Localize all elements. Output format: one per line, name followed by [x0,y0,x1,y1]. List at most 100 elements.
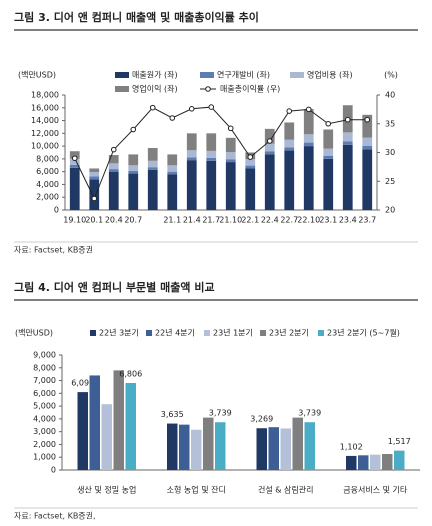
bar-segment [206,150,217,158]
bar [292,417,303,470]
legend-swatch [115,72,129,78]
line-marker [286,108,293,114]
legend-label: 23년 2분기 (5~7월) [327,328,400,338]
bar-segment [342,141,353,145]
bar-segment [245,168,256,210]
y-axis-unit: (백만USD) [18,70,56,80]
bar-segment [342,144,353,210]
legend-swatch [115,86,129,92]
bar-segment [147,148,158,161]
figure-title: 그림 4. 디어 앤 컴퍼니 부문별 매출액 비교 [14,280,215,294]
legend-label: 매출총이익률 (우) [220,84,280,94]
bar-segment [89,179,100,210]
line-marker [208,104,215,110]
x-tick-label: 19.10 [63,216,86,225]
y-tick-label: 9,000 [33,351,56,360]
y-tick-label: 8,000 [36,154,59,163]
source: 자료: Factset, KB증권, [14,511,96,521]
bar-segment [323,129,334,149]
y-tick-label: 6,000 [36,167,59,176]
legend-label: 22년 3분기 [99,328,139,338]
x-tick-label: 금융서비스 및 기타 [343,485,408,495]
bar-segment [362,149,373,210]
line-series [74,106,368,200]
line-marker [91,195,98,202]
figure-title: 그림 3. 디어 앤 컴퍼니 매출액 및 매출총이익률 추이 [14,10,259,24]
bar-segment [69,164,80,168]
bar-segment [323,155,334,159]
bar-segment [108,171,119,210]
bar-segment [89,176,100,180]
bar-segment [303,109,314,135]
x-tick-label: 22.10 [297,216,320,225]
y-tick-label: 3,000 [33,427,56,436]
bar-segment [69,158,80,165]
value-label: 3,635 [161,410,184,419]
x-tick-label: 21.7 [202,216,220,225]
x-tick-label: 21.4 [183,216,201,225]
bar-segment [147,169,158,210]
line-marker [344,116,351,123]
bar-segment [128,165,139,172]
line-marker [364,116,371,123]
bar [268,427,279,470]
line-marker [169,115,176,121]
bar [125,383,136,470]
bar-segment [362,114,373,138]
y-tick-label: 4,000 [36,180,59,189]
bar [346,455,357,470]
bar [280,428,291,470]
legend-swatch [200,72,214,78]
bar-segment [128,171,139,174]
line-marker [110,146,117,153]
line-marker [149,104,156,111]
bar-segment [167,174,178,210]
y2-axis-unit: (%) [384,71,398,80]
bar-segment [167,171,178,175]
legend-label: 영업이익 (좌) [132,84,178,94]
legend-swatch [204,330,210,336]
bar-segment [147,160,158,168]
bar [203,417,214,470]
x-tick-label: 23.1 [319,216,337,225]
x-tick-label: 21.1 [163,216,181,225]
bar-segment [284,150,295,210]
bar-segment [225,159,236,163]
y-tick-label: 7,000 [33,376,56,385]
line-marker [130,126,137,133]
bar-segment [362,137,373,146]
x-tick-label: 20.7 [124,216,142,225]
bar [304,422,315,470]
bar [77,392,88,470]
x-tick-label: 생산 및 정밀 농업 [77,485,136,495]
value-label: 1,517 [388,437,411,446]
legend-swatch [318,330,324,336]
bar [358,455,369,470]
y-tick-label: 6,000 [33,389,56,398]
legend-label: 영업비용 (좌) [307,70,353,80]
bar-segment [225,137,236,153]
bar-segment [264,128,275,144]
bar-segment [108,169,119,172]
legend-marker [205,86,211,92]
y2-tick-label: 20 [385,206,395,215]
bar-segment [89,171,100,177]
bar-segment [167,154,178,166]
bar [370,454,381,470]
bar-segment [128,173,139,210]
bar-segment [69,151,80,159]
x-tick-label: 22.1 [241,216,259,225]
x-tick-label: 23.7 [358,216,376,225]
x-tick-label: 22.7 [280,216,298,225]
bar-segment [89,168,100,172]
bar-segment [264,154,275,210]
bar-segment [206,157,217,161]
bar-segment [186,157,197,161]
bar-segment [284,122,295,140]
y-tick-label: 2,000 [36,193,59,202]
y-tick-label: 1,000 [33,453,56,462]
line-marker [227,125,234,132]
value-label: 3,269 [250,415,273,424]
bar [167,423,178,470]
